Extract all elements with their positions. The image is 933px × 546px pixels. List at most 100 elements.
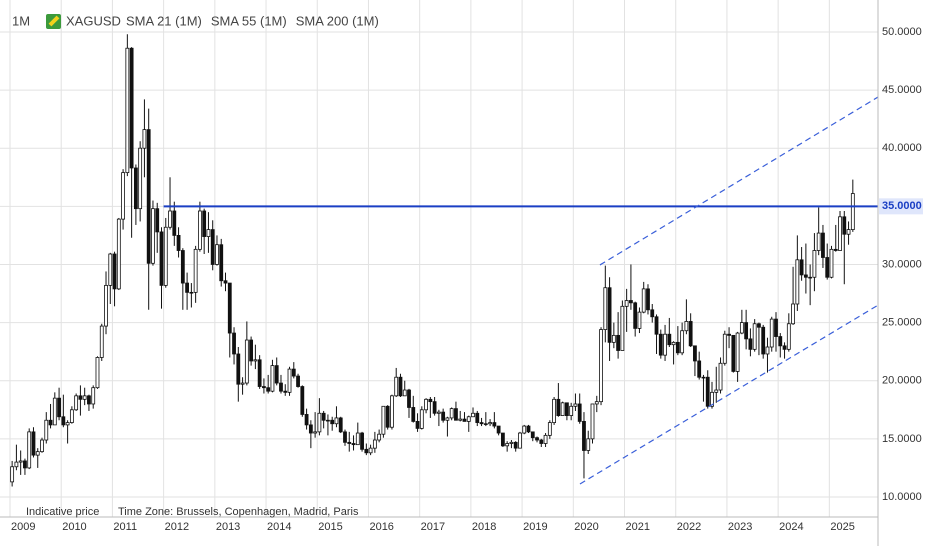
candle-body <box>500 432 505 447</box>
candle-body <box>424 398 428 411</box>
x-tick-label: 2018 <box>472 521 496 533</box>
candle-body <box>624 300 629 307</box>
grid <box>0 0 878 517</box>
x-tick-label: 2019 <box>523 521 547 533</box>
candle-body <box>82 395 87 400</box>
candle-body <box>761 326 766 355</box>
candle-body <box>782 345 787 350</box>
candle-body <box>262 386 266 389</box>
x-tick-label: 2015 <box>318 521 342 533</box>
note: Indicative price <box>26 506 99 518</box>
candle-body <box>479 422 484 425</box>
candle-body <box>441 411 446 421</box>
candle-body <box>172 210 177 236</box>
candle-body <box>402 389 407 397</box>
candle-body <box>607 287 612 343</box>
candle-body <box>769 318 774 348</box>
candle-body <box>223 280 228 284</box>
x-tick-label: 2017 <box>421 521 445 533</box>
candle-body <box>390 395 394 428</box>
level-label: 35.0000 <box>882 200 922 212</box>
candle-body <box>23 460 27 469</box>
candle-body <box>483 423 488 425</box>
candle-body <box>240 382 245 385</box>
candle-body <box>449 408 454 419</box>
candle-body <box>671 341 676 346</box>
candle-body <box>193 248 198 293</box>
candle-body <box>121 172 125 220</box>
candle-body <box>795 259 800 305</box>
candle-body <box>18 460 23 463</box>
candle-body <box>360 432 364 450</box>
candle-body <box>321 412 326 421</box>
candle-body <box>215 244 219 265</box>
candle-body <box>821 232 825 258</box>
trend-line <box>599 96 879 266</box>
candle-body <box>620 305 625 351</box>
candle-body <box>108 253 113 286</box>
y-tick-label: 50.0000 <box>882 26 922 38</box>
candle-body <box>232 332 236 355</box>
candle-body <box>727 333 731 336</box>
candle-body <box>547 422 552 436</box>
x-tick-label: 2025 <box>830 521 854 533</box>
candle-body <box>91 387 96 405</box>
candle-body <box>266 387 271 392</box>
candle-body <box>466 416 471 422</box>
y-tick-label: 15.0000 <box>882 433 922 445</box>
candle-body <box>522 425 527 434</box>
candle-body <box>718 362 723 391</box>
y-tick-label: 25.0000 <box>882 316 922 328</box>
candle-body <box>159 231 164 286</box>
candle-body <box>61 416 66 426</box>
candle-body <box>778 336 783 347</box>
x-tick-label: 2009 <box>11 521 35 533</box>
candle-body <box>432 401 437 414</box>
candle-body <box>347 441 352 444</box>
candle-body <box>803 274 808 278</box>
candle-body <box>492 422 497 427</box>
y-tick-label: 45.0000 <box>882 84 922 96</box>
candle-body <box>586 438 591 451</box>
candle-body <box>774 318 778 337</box>
candle-body <box>52 397 57 426</box>
x-tick-label: 2014 <box>267 521 291 533</box>
candle-body <box>577 403 582 422</box>
candle-body <box>206 229 211 237</box>
candle-body <box>633 302 638 329</box>
timeframe: 1M <box>12 13 30 28</box>
candle-body <box>189 291 194 294</box>
x-tick-label: 2016 <box>369 521 393 533</box>
candle-body <box>343 431 347 443</box>
candle-body <box>142 129 147 149</box>
candle-body <box>552 398 557 423</box>
x-tick-label: 2020 <box>574 521 598 533</box>
candle-body <box>590 403 595 440</box>
x-tick-label: 2022 <box>677 521 701 533</box>
candle-body <box>505 443 510 447</box>
candle-body <box>10 466 15 483</box>
candle-body <box>582 421 586 451</box>
candle-body <box>279 382 283 392</box>
candle-body <box>274 365 279 384</box>
candle-body <box>35 451 40 456</box>
x-tick-label: 2010 <box>62 521 86 533</box>
candle-body <box>658 333 663 356</box>
candle-body <box>462 418 467 422</box>
candle-body <box>185 282 189 293</box>
candle-body <box>436 411 441 414</box>
y-tick-label: 20.0000 <box>882 375 922 387</box>
candle-body <box>253 359 258 362</box>
candle-body <box>611 334 616 343</box>
candle-body <box>833 248 838 251</box>
candle-body <box>326 419 330 422</box>
indicator: SMA 55 (1M) <box>211 13 287 28</box>
candle-body <box>308 424 313 434</box>
candle-body <box>454 408 458 421</box>
candle-body <box>287 368 292 393</box>
candle-body <box>560 402 565 416</box>
candle-body <box>40 439 44 453</box>
candle-body <box>680 330 685 354</box>
